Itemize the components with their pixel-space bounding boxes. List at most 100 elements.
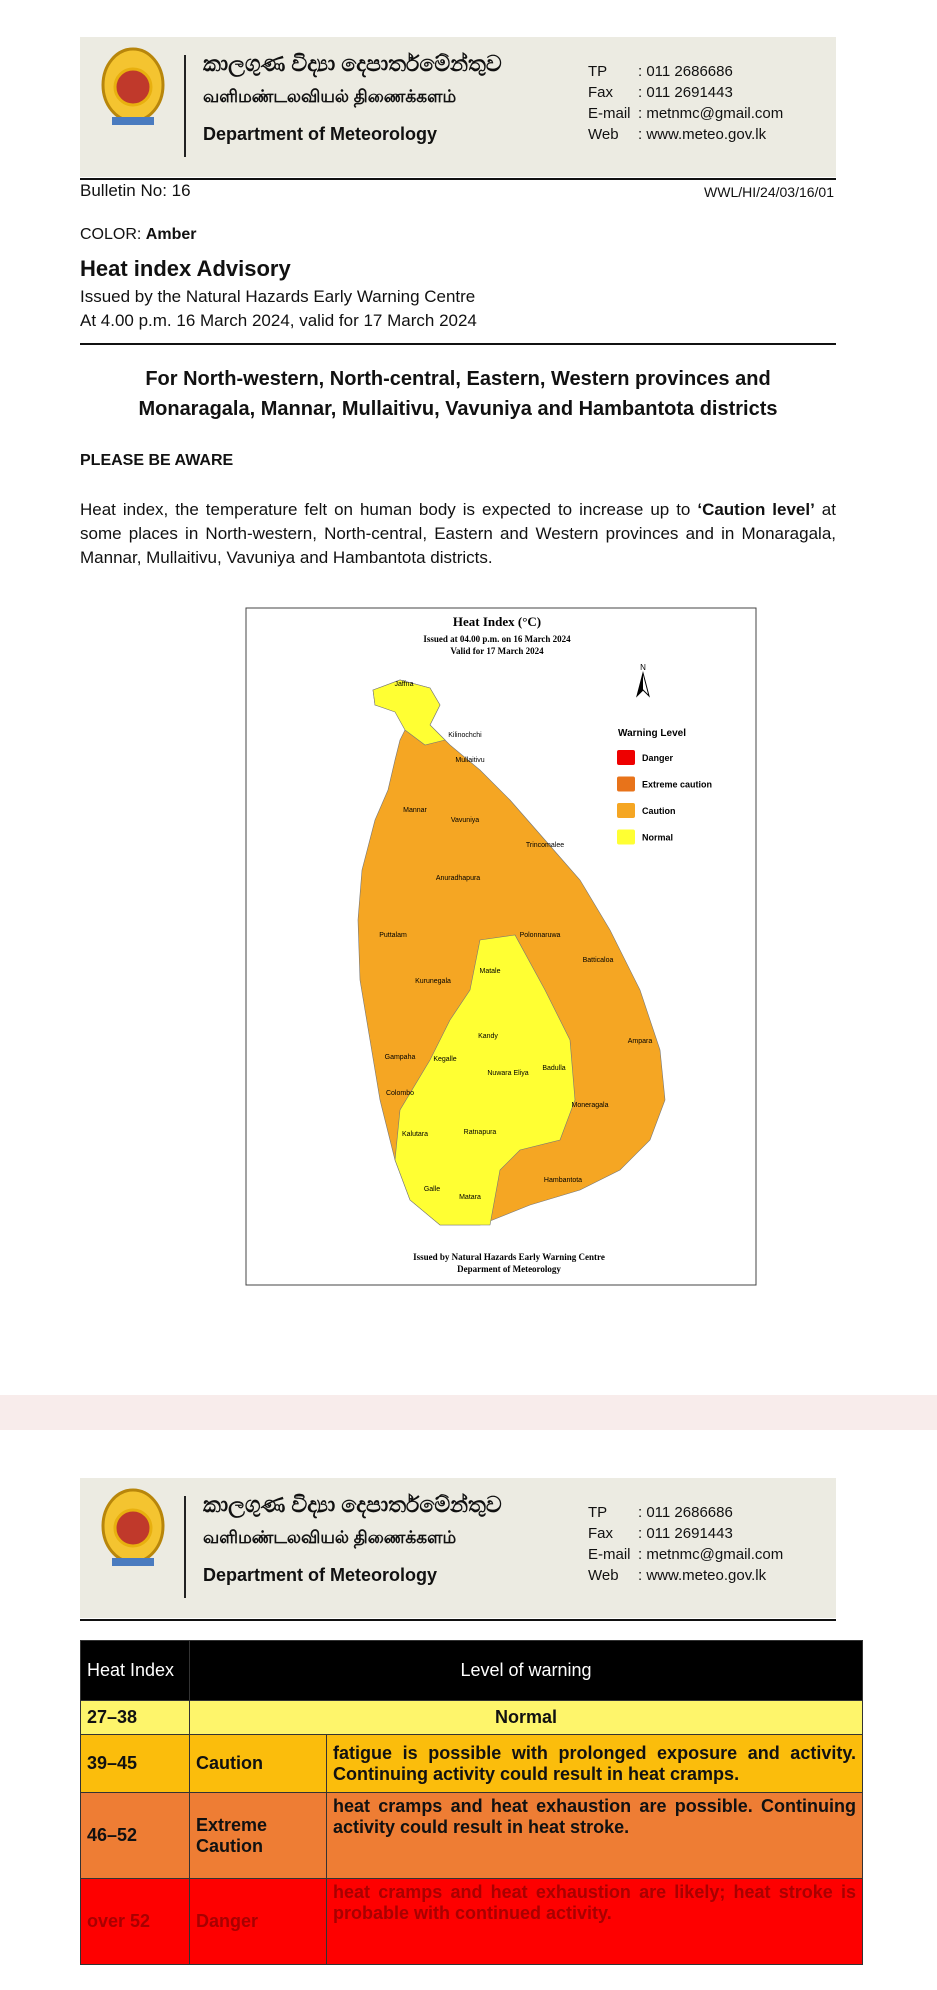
emblem-center [113, 67, 153, 107]
normal-area [372, 679, 446, 746]
header-cell: Heat Index [80, 1640, 190, 1701]
district-label: Gampaha [385, 1054, 416, 1061]
letterhead: කාලගුණ විද්‍යා දෙපාර්තමේන්තුව வளிமண்டலவிய… [80, 1478, 836, 1618]
level-cell: Caution [189, 1734, 327, 1793]
body-text: Heat index, the temperature felt on huma… [80, 500, 698, 519]
contact-value: : www.meteo.gov.lk [638, 1567, 767, 1584]
north-arrow [637, 673, 643, 696]
description-cell: heat cramps and heat exhaustion are poss… [326, 1792, 863, 1879]
map-valid: Valid for 17 March 2024 [450, 646, 544, 656]
contact-value: : metnmc@gmail.com [638, 105, 784, 122]
description-cell: heat cramps and heat exhaustion are like… [326, 1878, 863, 1965]
district-label: Matale [479, 968, 500, 975]
header-cell: Level of warning [189, 1640, 863, 1701]
district-label: Nuwara Eliya [487, 1070, 528, 1077]
title: Heat index Advisory [80, 256, 291, 281]
district-label: Moneragala [572, 1102, 609, 1109]
legend-label: Danger [642, 753, 674, 763]
district-label: Puttalam [379, 932, 407, 939]
range-cell: 39–45 [80, 1734, 190, 1793]
level-cell: Normal [189, 1700, 863, 1735]
legend-label: Extreme caution [642, 780, 712, 790]
page-gap [0, 1395, 937, 1430]
district-label: Kegalle [433, 1056, 456, 1063]
color-value: Amber [145, 226, 197, 243]
contact-value: : 011 2686686 [638, 1504, 733, 1521]
contact-label: E-mail [588, 105, 631, 122]
district-label: Trincomalee [526, 842, 564, 849]
contact-value: : 011 2686686 [638, 63, 733, 80]
map-figure: Heat Index (°C) Issued at 04.00 p.m. on … [245, 607, 757, 1286]
district-label: Vavuniya [451, 817, 479, 824]
contact-value: : metnmc@gmail.com [638, 1546, 784, 1563]
emblem-center [113, 1508, 153, 1548]
district-label: Batticaloa [583, 957, 614, 964]
emblem [101, 1488, 165, 1566]
letterhead: කාලගුණ විද්‍යා දෙපාර්තමේන්තුව வளிமண்டலவிய… [80, 37, 836, 177]
map-footer: Deparment of Meteorology [457, 1264, 561, 1274]
emblem [101, 47, 165, 125]
issued-by: Issued by the Natural Hazards Early Warn… [80, 287, 476, 306]
rule [80, 178, 836, 180]
range-cell: 46–52 [80, 1792, 190, 1879]
contact-value: : www.meteo.gov.lk [638, 126, 767, 143]
contact-label: E-mail [588, 1546, 631, 1563]
range-cell: 27–38 [80, 1700, 190, 1735]
issued-at: At 4.00 p.m. 16 March 2024, valid for 17… [80, 311, 477, 330]
map-title: Heat Index (°C) [453, 614, 541, 629]
sinhala-name: කාලගුණ විද්‍යා දෙපාර්තමේන්තුව [203, 1492, 502, 1517]
district-label: Badulla [542, 1065, 565, 1072]
district-label: Hambantota [544, 1177, 582, 1184]
divider [184, 1496, 186, 1598]
legend-label: Caution [642, 806, 676, 816]
range-cell: over 52 [80, 1878, 190, 1965]
contact-value: : 011 2691443 [638, 1525, 733, 1542]
legend-title: Warning Level [618, 728, 686, 739]
contact-label: TP [588, 63, 608, 80]
contact-label: TP [588, 1504, 608, 1521]
tamil-name: வளிமண்டலவியல் திணைக்களம் [203, 87, 457, 106]
region-heading: For North-western, North-central, Easter… [138, 368, 778, 420]
district-label: Jaffna [395, 681, 414, 688]
description-cell: fatigue is possible with prolonged expos… [326, 1734, 863, 1793]
contact-label: Web [588, 126, 619, 143]
contact-label: Fax [588, 84, 614, 101]
legend-swatch [617, 776, 635, 792]
map-footer: Issued by Natural Hazards Early Warning … [413, 1252, 605, 1262]
legend-swatch [617, 803, 635, 818]
tamil-name: வளிமண்டலவியல் திணைக்களம் [203, 1528, 457, 1547]
district-label: Kurunegala [415, 978, 451, 985]
district-label: Anuradhapura [436, 875, 480, 882]
english-name: Department of Meteorology [203, 124, 438, 144]
aware: PLEASE BE AWARE [80, 452, 234, 469]
legend-swatch [617, 829, 635, 845]
district-label: Ratnapura [464, 1129, 497, 1136]
rule [80, 1619, 836, 1621]
level-cell: Danger [189, 1878, 327, 1965]
legend-swatch [617, 750, 635, 765]
district-label: Kandy [478, 1033, 498, 1040]
district-label: Matara [459, 1194, 481, 1201]
district-label: Mullaitivu [455, 757, 484, 764]
legend-label: Normal [642, 833, 673, 843]
color-line: COLOR: Amber [80, 226, 196, 244]
body-text: at some places in North-western, North-c… [80, 500, 836, 567]
district-label: Mannar [403, 807, 427, 814]
district-label: Kilinochchi [448, 732, 482, 739]
sinhala-name: කාලගුණ විද්‍යා දෙපාර්තමේන්තුව [203, 51, 502, 76]
district-label: Kalutara [402, 1131, 428, 1138]
emblem-base [112, 1558, 154, 1566]
emblem-base [112, 117, 154, 125]
district-label: Ampara [628, 1038, 653, 1045]
north-label: N [640, 663, 646, 672]
contact-label: Web [588, 1567, 619, 1584]
body: Heat index, the temperature felt on huma… [80, 498, 836, 570]
rule [80, 343, 836, 345]
district-label: Polonnaruwa [520, 932, 561, 939]
map-issued: Issued at 04.00 p.m. on 16 March 2024 [423, 634, 571, 644]
contact-value: : 011 2691443 [638, 84, 733, 101]
warning-table: Heat Index Level of warning 27–38 Normal 3… [80, 1640, 863, 1965]
normal-area [394, 934, 576, 1226]
color-label: COLOR: [80, 226, 142, 243]
